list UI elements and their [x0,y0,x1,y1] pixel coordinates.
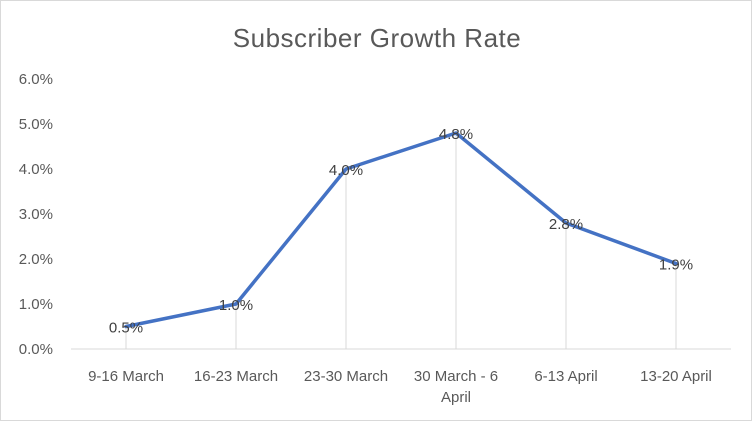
x-tick-label: 16-23 March [194,368,278,385]
data-label: 1.9% [659,257,693,274]
data-label: 4.0% [329,162,363,179]
x-tick-label: 23-30 March [304,368,388,385]
y-tick-label: 3.0% [19,206,53,223]
series-line [124,131,678,329]
data-labels: 0.5% 1.0% 4.0% 4.8% 2.8% 1.9% [109,126,693,337]
data-label: 1.0% [219,297,253,314]
x-tick-label: 6-13 April [534,368,597,385]
x-tick-label: 13-20 April [640,368,712,385]
y-tick-label: 1.0% [19,296,53,313]
y-tick-label: 2.0% [19,251,53,268]
y-tick-label: 5.0% [19,116,53,133]
data-label: 2.8% [549,216,583,233]
drop-lines [125,133,677,349]
x-tick-label: 30 March - 6 April [414,368,498,406]
data-label: 4.8% [439,126,473,143]
x-axis-tick-labels: 9-16 March 16-23 March 23-30 March 30 March… [88,368,712,406]
x-tick-label: 9-16 March [88,368,164,385]
y-tick-label: 0.0% [19,341,53,358]
chart-title: Subscriber Growth Rate [233,23,521,53]
y-axis-tick-labels: 0.0% 1.0% 2.0% 3.0% 4.0% 5.0% 6.0% [19,71,53,358]
y-tick-label: 6.0% [19,71,53,88]
y-tick-label: 4.0% [19,161,53,178]
data-label: 0.5% [109,320,143,337]
